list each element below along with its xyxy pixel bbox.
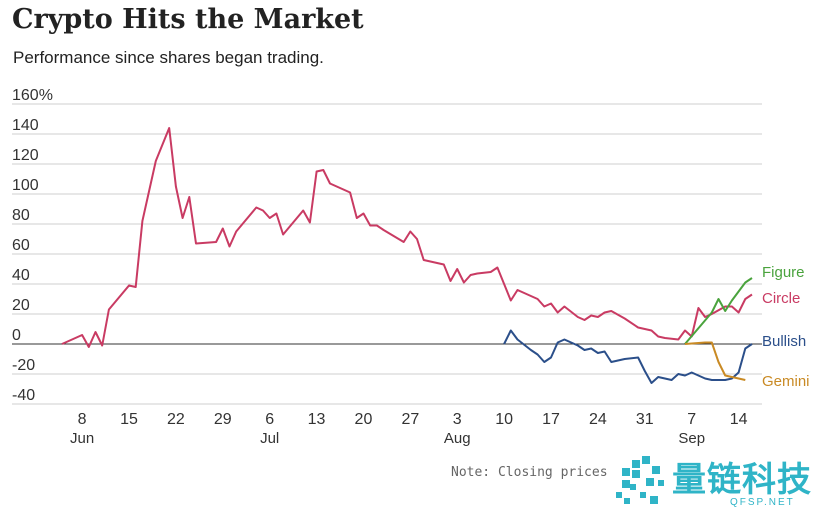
- x-tick-label: 10: [495, 411, 513, 428]
- chart-title: Crypto Hits the Market: [12, 4, 364, 35]
- x-tick-label: 29: [214, 411, 232, 428]
- x-tick-label: 14: [730, 411, 748, 428]
- watermark-logo-icon: [616, 456, 664, 504]
- x-tick-label: 7: [687, 411, 696, 428]
- series-label-figure: Figure: [762, 264, 805, 281]
- y-tick-label: 60: [12, 237, 30, 254]
- chart-note: Note: Closing prices: [451, 465, 608, 480]
- x-tick-label: 15: [120, 411, 138, 428]
- x-month-label: Jul: [260, 430, 279, 447]
- watermark: 量链科技 QFSP.NET: [612, 450, 826, 510]
- y-tick-label: 80: [12, 207, 30, 224]
- y-tick-label: -40: [12, 387, 35, 404]
- watermark-domain: QFSP.NET: [730, 497, 795, 508]
- x-tick-label: 20: [355, 411, 373, 428]
- y-tick-label: 40: [12, 267, 30, 284]
- x-tick-label: 8: [78, 411, 87, 428]
- x-tick-label: 24: [589, 411, 607, 428]
- y-tick-label: 160%: [12, 87, 53, 104]
- y-tick-label: 100: [12, 177, 39, 194]
- y-tick-label: 0: [12, 327, 21, 344]
- x-tick-label: 27: [401, 411, 419, 428]
- watermark-name: 量链科技: [672, 460, 812, 500]
- series-line-bullish: [503, 329, 753, 384]
- x-tick-label: 22: [167, 411, 185, 428]
- x-tick-label: 6: [265, 411, 274, 428]
- y-tick-label: 20: [12, 297, 30, 314]
- x-month-label: Aug: [444, 430, 471, 447]
- y-tick-label: 120: [12, 147, 39, 164]
- series-line-figure: [684, 277, 753, 345]
- x-tick-label: 13: [308, 411, 326, 428]
- series-label-gemini: Gemini: [762, 373, 810, 390]
- x-tick-label: 31: [636, 411, 654, 428]
- series-label-bullish: Bullish: [762, 333, 806, 350]
- x-tick-label: 3: [453, 411, 462, 428]
- chart-subtitle: Performance since shares began trading.: [13, 48, 324, 67]
- series-line-gemini: [684, 341, 746, 381]
- y-tick-label: 140: [12, 117, 39, 134]
- x-tick-label: 17: [542, 411, 560, 428]
- y-tick-label: -20: [12, 357, 35, 374]
- x-month-label: Jun: [70, 430, 94, 447]
- series-line-circle: [61, 127, 753, 348]
- series-label-circle: Circle: [762, 290, 800, 307]
- x-month-label: Sep: [678, 430, 705, 447]
